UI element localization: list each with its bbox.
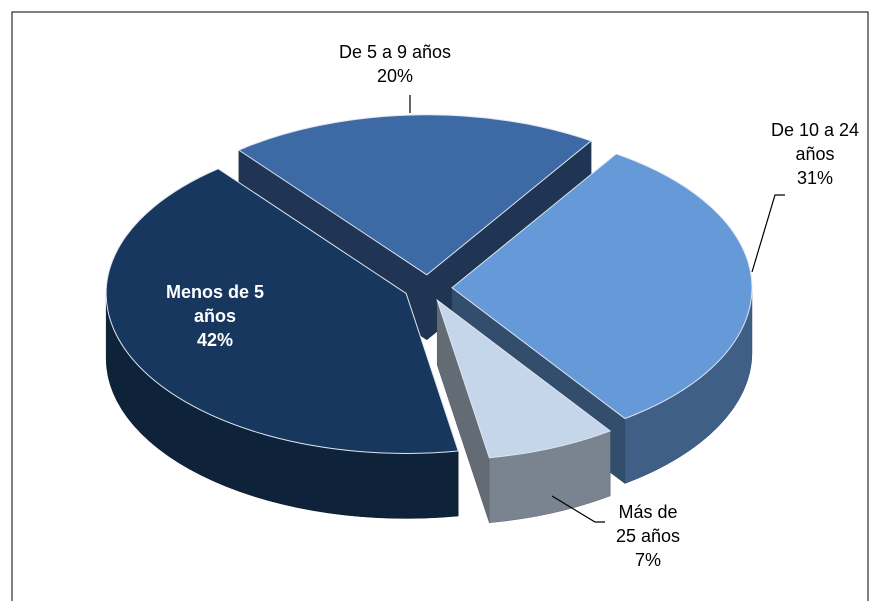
category-label: Menos de 5 años — [165, 282, 265, 326]
value-label: 42% — [196, 330, 234, 350]
category-label: De 5 a 9 años — [338, 42, 452, 62]
data-label: Menos de 5 años 42% — [150, 280, 280, 352]
value-label: 31% — [796, 168, 834, 188]
slice-top — [105, 168, 459, 454]
leader-lines — [409, 95, 785, 523]
value-label: 7% — [634, 550, 661, 570]
slice-top — [451, 153, 753, 420]
slice-top — [237, 114, 593, 276]
value-label: 20% — [376, 66, 414, 86]
data-label: De 5 a 9 años 20% — [310, 40, 480, 88]
slice — [105, 168, 459, 519]
data-label: De 10 a 24 años 31% — [760, 118, 870, 190]
slice — [436, 298, 612, 524]
category-label: Más de 25 años — [615, 502, 681, 546]
frame — [11, 11, 869, 601]
pie — [105, 114, 753, 524]
leader-line — [551, 495, 605, 523]
slice-top — [436, 298, 612, 459]
leader-line — [751, 194, 785, 273]
data-label: Más de 25 años 7% — [608, 500, 688, 572]
category-label: De 10 a 24 años — [770, 120, 860, 164]
